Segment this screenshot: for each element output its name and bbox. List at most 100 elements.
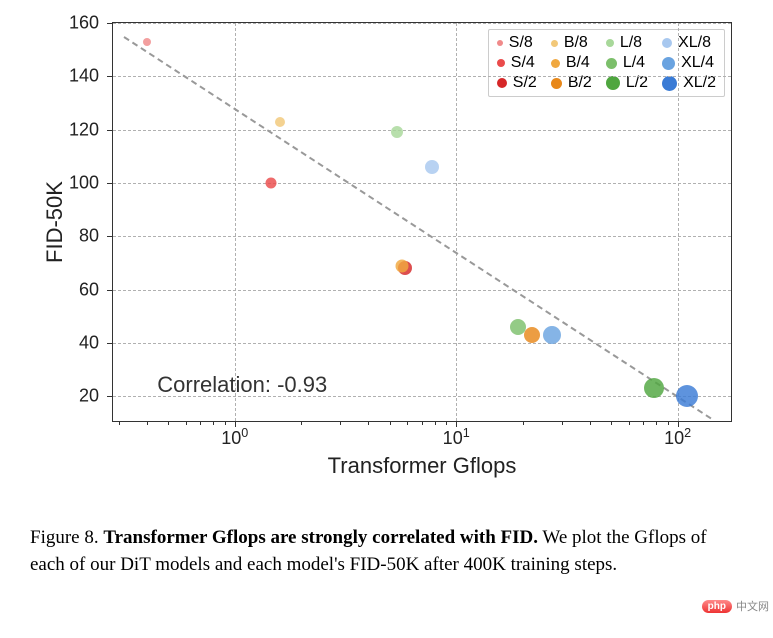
legend-label: B/4 [566,54,590,72]
x-minor-tick [168,421,169,425]
legend-item-XL-8: XL/8 [662,34,716,52]
legend-label: L/8 [620,34,642,52]
legend-item-B-8: B/8 [551,34,592,52]
legend-marker [551,78,562,89]
y-tick [107,396,113,397]
grid-line [456,23,457,421]
chart-container: Transformer Gflops FID-50K S/8 B/8 L/8 XL/8… [20,10,753,510]
legend-item-S-8: S/8 [497,34,537,52]
data-point-S-8 [143,38,151,46]
legend-marker [497,59,505,67]
legend-marker [606,39,614,47]
y-tick [107,23,113,24]
y-tick-label: 120 [69,119,99,140]
data-point-XL-2 [676,385,698,407]
watermark-text: 中文网 [736,598,769,614]
x-minor-tick [119,421,120,425]
y-tick [107,76,113,77]
data-point-S-4 [265,178,276,189]
data-point-B-4 [396,259,409,272]
x-minor-tick [147,421,148,425]
y-tick-label: 20 [79,386,99,407]
legend-marker [606,76,620,90]
data-point-L-8 [391,126,403,138]
grid-line [113,130,731,131]
x-minor-tick [643,421,644,425]
data-point-B-8 [275,117,285,127]
legend-marker [551,40,558,47]
correlation-annotation: Correlation: -0.93 [157,372,327,398]
x-minor-tick [186,421,187,425]
caption-bold: Transformer Gflops are strongly correlat… [103,527,538,548]
grid-line [113,236,731,237]
legend-label: S/4 [511,54,535,72]
legend-item-L-8: L/8 [606,34,648,52]
legend-marker [662,76,677,91]
x-minor-tick [368,421,369,425]
legend-label: S/8 [509,34,533,52]
y-tick-label: 40 [79,333,99,354]
x-minor-tick [225,421,226,425]
y-tick [107,290,113,291]
x-minor-tick [213,421,214,425]
y-tick [107,343,113,344]
x-minor-tick [656,421,657,425]
x-tick-label: 101 [443,426,470,449]
x-minor-tick [390,421,391,425]
x-minor-tick [590,421,591,425]
y-tick-label: 80 [79,226,99,247]
x-minor-tick [435,421,436,425]
y-axis-label: FID-50K [42,181,68,263]
data-point-XL-4 [543,326,561,344]
grid-line [113,23,731,24]
legend-label: L/4 [623,54,645,72]
data-point-L-2 [644,378,664,398]
x-minor-tick [407,421,408,425]
caption-prefix: Figure 8. [30,527,103,548]
watermark-badge: php [702,600,732,613]
legend-marker [662,38,672,48]
x-minor-tick [422,421,423,425]
x-minor-tick [446,421,447,425]
x-tick-label: 102 [664,426,691,449]
y-tick-label: 100 [69,173,99,194]
x-minor-tick [301,421,302,425]
grid-line [113,183,731,184]
grid-line [113,343,731,344]
x-axis-label: Transformer Gflops [113,453,731,479]
y-tick [107,130,113,131]
legend-marker [606,58,617,69]
legend-marker [551,59,560,68]
legend: S/8B/8L/8XL/8S/4B/4L/4XL/4S/2B/2L/2XL/2 [488,29,725,97]
grid-line [113,76,731,77]
legend-label: B/8 [564,34,588,52]
data-point-B-2 [524,327,540,343]
x-minor-tick [629,421,630,425]
watermark: php 中文网 [702,598,769,614]
grid-line [678,23,679,421]
grid-line [235,23,236,421]
legend-label: XL/4 [681,54,714,72]
x-minor-tick [562,421,563,425]
y-tick-label: 140 [69,66,99,87]
y-tick [107,236,113,237]
x-minor-tick [668,421,669,425]
legend-label: XL/8 [678,34,711,52]
y-tick [107,183,113,184]
legend-marker [497,40,503,46]
x-tick-label: 100 [221,426,248,449]
figure-caption: Figure 8. Transformer Gflops are strongl… [30,525,743,578]
x-minor-tick [611,421,612,425]
legend-marker [662,57,675,70]
grid-line [113,290,731,291]
legend-item-XL-4: XL/4 [662,54,716,72]
y-tick-label: 160 [69,13,99,34]
legend-item-B-4: B/4 [551,54,592,72]
data-point-XL-8 [425,160,439,174]
x-minor-tick [340,421,341,425]
plot-area: Transformer Gflops FID-50K S/8B/8L/8XL/8… [112,22,732,422]
legend-item-S-4: S/4 [497,54,537,72]
data-point-L-4 [510,319,526,335]
legend-marker [497,78,507,88]
x-minor-tick [523,421,524,425]
